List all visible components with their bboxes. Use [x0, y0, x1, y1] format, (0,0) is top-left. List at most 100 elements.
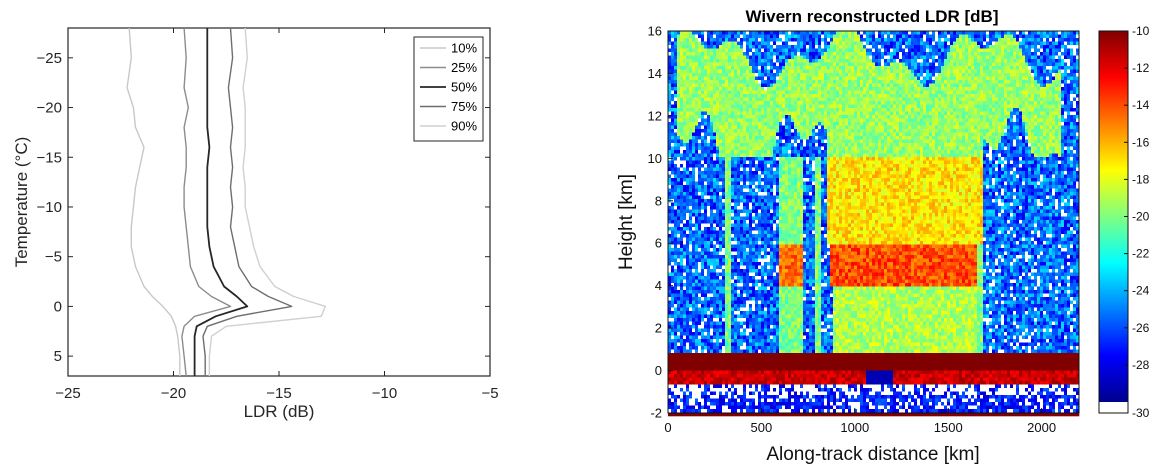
- heatmap-cell: [803, 55, 807, 60]
- heatmap-cell: [944, 122, 948, 126]
- heatmap-cell: [833, 73, 837, 77]
- heatmap-cell: [989, 90, 993, 95]
- heatmap-cell: [740, 52, 744, 56]
- heatmap-cell: [674, 73, 678, 77]
- heatmap-cell: [1043, 104, 1047, 109]
- heatmap-cell: [1076, 146, 1080, 151]
- heatmap-cell: [830, 83, 834, 88]
- heatmap-cell: [785, 90, 789, 95]
- heatmap-cell: [998, 108, 1002, 112]
- heatmap-cell: [1067, 153, 1071, 158]
- heatmap-cell: [842, 97, 846, 102]
- heatmap-cell: [764, 146, 768, 151]
- heatmap-cell: [1010, 66, 1014, 70]
- heatmap-cell: [713, 90, 717, 95]
- heatmap-cell: [908, 94, 912, 98]
- heatmap-cell: [716, 87, 720, 91]
- heatmap-cell: [965, 80, 969, 84]
- heatmap-cell: [809, 129, 813, 133]
- heatmap-cell: [755, 87, 759, 91]
- heatmap-cell: [1034, 55, 1038, 60]
- heatmap-cell: [1034, 76, 1038, 81]
- heatmap-cell: [854, 136, 858, 140]
- heatmap-cell: [779, 90, 783, 95]
- heatmap-cell: [899, 143, 903, 147]
- heatmap-cell: [938, 34, 942, 39]
- heatmap-cell: [986, 101, 990, 105]
- heatmap-cell: [1016, 34, 1020, 39]
- heatmap-cell: [869, 73, 873, 77]
- heatmap-cell: [698, 80, 702, 84]
- heatmap-cell: [980, 129, 984, 133]
- heatmap-cell: [938, 69, 942, 74]
- heatmap-cell: [692, 48, 696, 53]
- heatmap-cell: [1001, 66, 1005, 70]
- heatmap-cell: [923, 132, 927, 137]
- heatmap-cell: [845, 83, 849, 88]
- heatmap-cell: [692, 132, 696, 137]
- heatmap-cell: [800, 104, 804, 109]
- heatmap-cell: [920, 66, 924, 70]
- heatmap-cell: [1055, 55, 1059, 60]
- heatmap-cell: [761, 115, 765, 119]
- heatmap-cell: [1001, 38, 1005, 42]
- heatmap-cell: [914, 52, 918, 56]
- heatmap-cell: [806, 48, 810, 53]
- heatmap-cell: [920, 153, 924, 158]
- heatmap-cell: [746, 83, 750, 88]
- heatmap-cell: [785, 34, 789, 39]
- heatmap-cell: [788, 34, 792, 39]
- heatmap-cell: [710, 48, 714, 53]
- heatmap-cell: [812, 122, 816, 126]
- heatmap-cell: [920, 87, 924, 91]
- heatmap-cell: [887, 139, 891, 144]
- heatmap-cell: [980, 111, 984, 116]
- heatmap-cell: [722, 118, 726, 123]
- heatmap-cell: [827, 101, 831, 105]
- heatmap-cell: [875, 59, 879, 63]
- heatmap-cell: [692, 34, 696, 39]
- heatmap-cell: [809, 132, 813, 137]
- heatmap-cell: [752, 34, 756, 39]
- heatmap-cell: [902, 76, 906, 81]
- heatmap-cell: [920, 143, 924, 147]
- heatmap-cell: [722, 115, 726, 119]
- heatmap-cell: [809, 87, 813, 91]
- heatmap-cell: [668, 76, 672, 81]
- heatmap-cell: [839, 125, 843, 130]
- heatmap-cell: [680, 143, 684, 147]
- heatmap-cell: [884, 41, 888, 46]
- heatmap-cell: [842, 69, 846, 74]
- heatmap-cell: [860, 34, 864, 39]
- heatmap-cell: [692, 62, 696, 67]
- heatmap-cell: [1034, 87, 1038, 91]
- heatmap-cell: [941, 125, 945, 130]
- heatmap-cell: [1034, 66, 1038, 70]
- heatmap-cell: [956, 66, 960, 70]
- heatmap-cell: [887, 146, 891, 151]
- heatmap-cell: [980, 76, 984, 81]
- heatmap-cell: [1049, 55, 1053, 60]
- heatmap-cell: [1061, 31, 1065, 35]
- heatmap-cell: [821, 90, 825, 95]
- heatmap-cell: [686, 125, 690, 130]
- heatmap-cell: [899, 83, 903, 88]
- heatmap-cell: [830, 104, 834, 109]
- heatmap-cell: [938, 62, 942, 67]
- heatmap-cell: [887, 108, 891, 112]
- heatmap-cell: [752, 146, 756, 151]
- heatmap-cell: [1049, 125, 1053, 130]
- heatmap-cell: [911, 41, 915, 46]
- heatmap-cell: [1031, 111, 1035, 116]
- heatmap-cell: [974, 66, 978, 70]
- heatmap-cell: [686, 38, 690, 42]
- heatmap-cell: [857, 104, 861, 109]
- heatmap-cell: [845, 31, 849, 35]
- heatmap-cell: [680, 66, 684, 70]
- heatmap-cell: [719, 80, 723, 84]
- heatmap-cell: [929, 80, 933, 84]
- heatmap-cell: [728, 62, 732, 67]
- heatmap-cell: [977, 55, 981, 60]
- heatmap-cell: [1034, 143, 1038, 147]
- heatmap-cell: [1007, 34, 1011, 39]
